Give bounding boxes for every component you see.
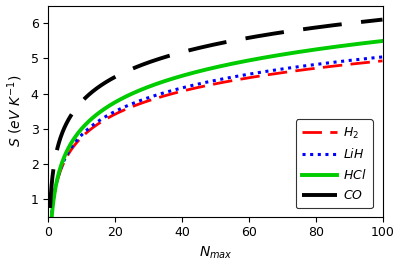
$CO$ (296, 28, 300, 32)
$HCl$ (380, 39, 385, 42)
$LiH$ (264, 70, 269, 73)
$CO$ (108, 78, 113, 81)
$LiH$ (175, 88, 180, 91)
$H_2$ (48, 235, 52, 238)
$LiH$ (108, 112, 113, 115)
Legend: $H_2$, $LiH$, $HCl$, $CO$: $H_2$, $LiH$, $HCl$, $CO$ (296, 119, 373, 209)
$H_2$ (175, 91, 180, 94)
$LiH$ (321, 62, 326, 65)
$HCl$ (108, 103, 113, 107)
$CO$ (380, 18, 385, 21)
$HCl$ (264, 56, 269, 59)
$H_2$ (264, 73, 269, 77)
Line: $CO$: $CO$ (50, 19, 382, 208)
$CO$ (175, 52, 180, 55)
$LiH$ (296, 65, 300, 68)
$H_2$ (247, 76, 252, 79)
$CO$ (247, 36, 252, 39)
$LiH$ (48, 234, 52, 238)
$LiH$ (380, 55, 385, 58)
Line: $H_2$: $H_2$ (50, 61, 382, 236)
$HCl$ (247, 59, 252, 62)
$CO$ (264, 33, 269, 36)
$LiH$ (247, 72, 252, 76)
$H_2$ (321, 66, 326, 69)
$CO$ (321, 25, 326, 28)
$H_2$ (108, 115, 113, 118)
$HCl$ (175, 76, 180, 79)
$HCl$ (48, 241, 52, 244)
Line: $LiH$: $LiH$ (50, 57, 382, 236)
Line: $HCl$: $HCl$ (50, 41, 382, 242)
X-axis label: $N_{max}$: $N_{max}$ (199, 245, 232, 261)
$HCl$ (321, 47, 326, 50)
Y-axis label: $S\ (eV\ K^{-1})$: $S\ (eV\ K^{-1})$ (6, 75, 25, 147)
$HCl$ (296, 50, 300, 54)
$CO$ (48, 206, 52, 210)
$H_2$ (380, 59, 385, 62)
$H_2$ (296, 69, 300, 72)
